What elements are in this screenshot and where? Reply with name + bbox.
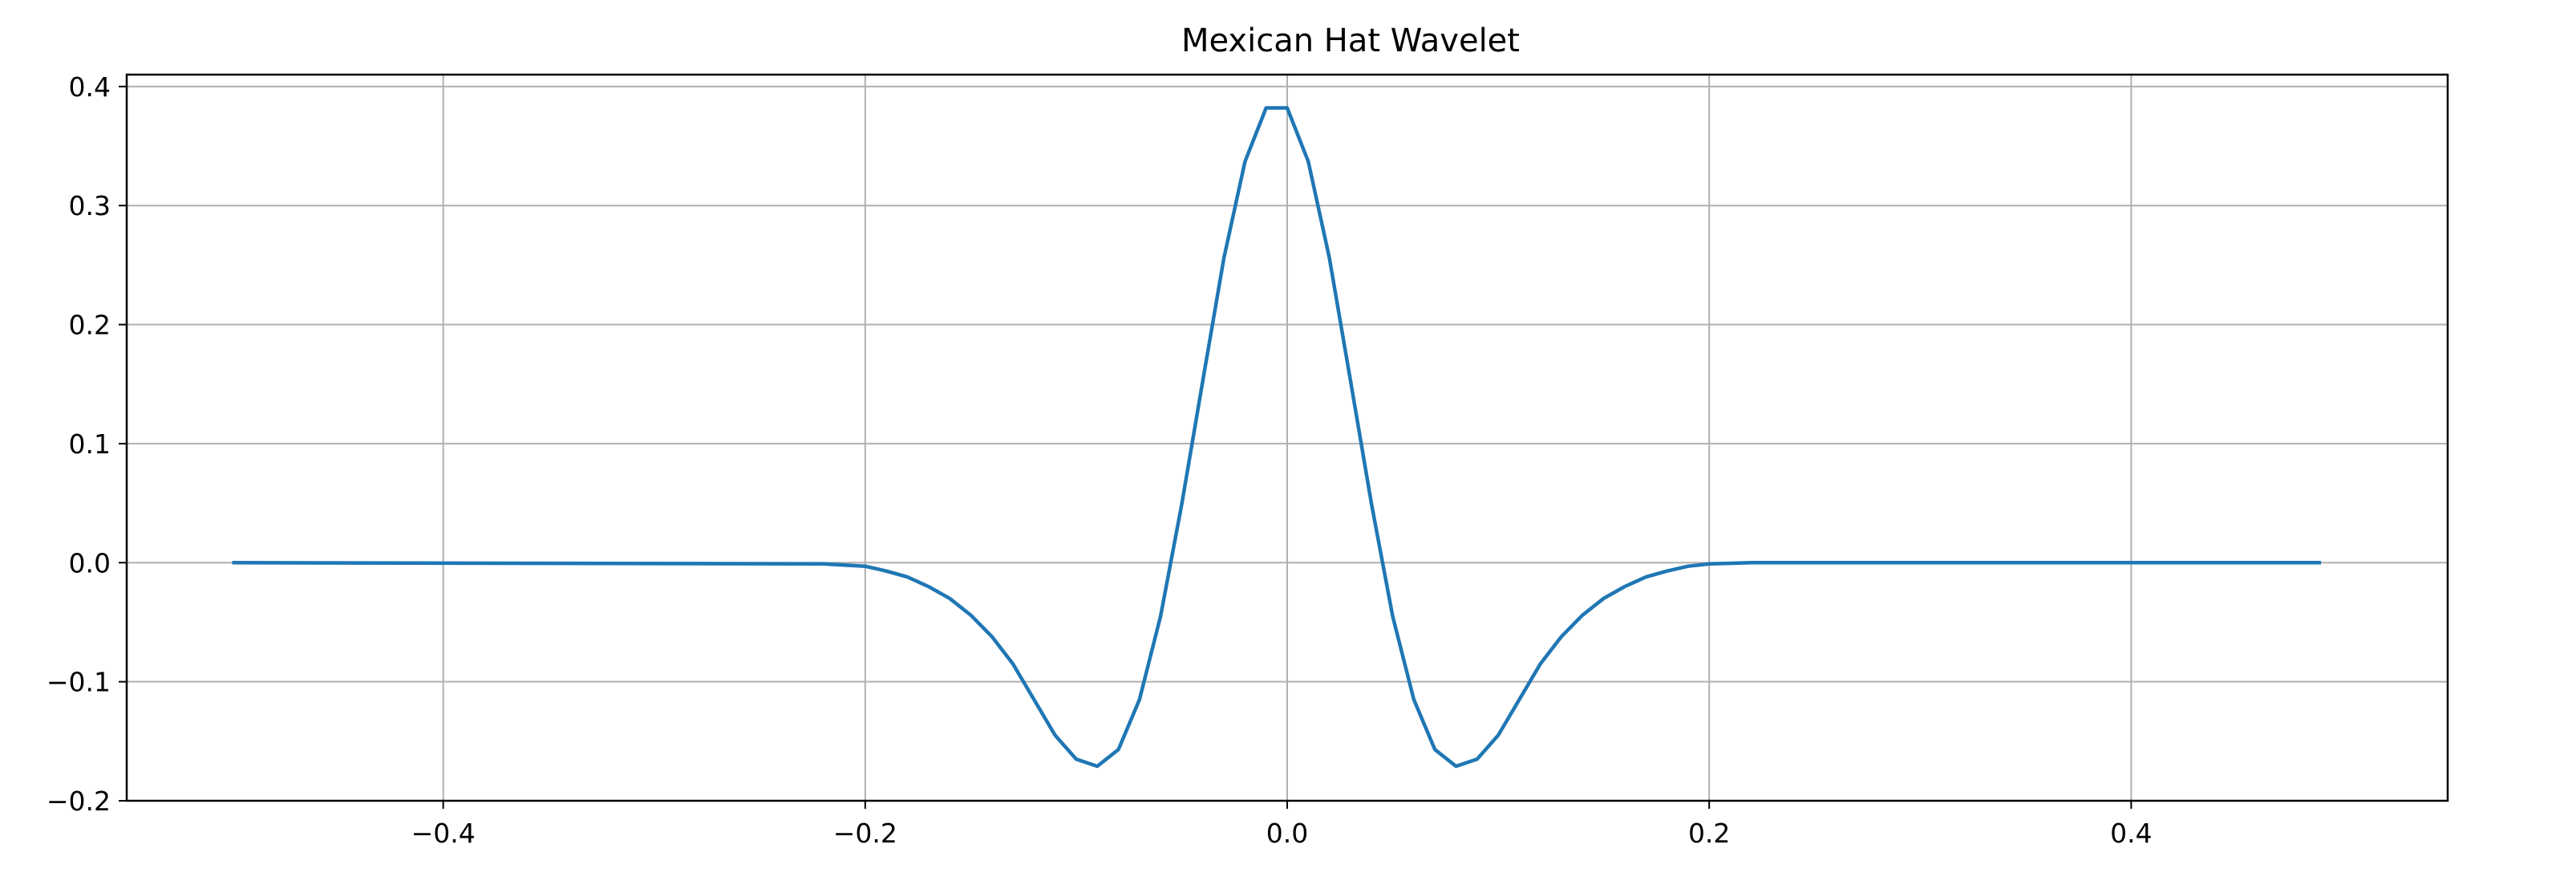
y-tick-label: 0.4 xyxy=(69,71,111,103)
series-line xyxy=(232,106,2322,769)
y-tick-label: 0.3 xyxy=(69,190,111,221)
x-tick-label: 0.0 xyxy=(1266,818,1308,849)
chart-title: Mexican Hat Wavelet xyxy=(1181,22,1520,59)
y-axis-ticks: −0.2 −0.1 0.0 0.1 0.2 0.3 0.4 xyxy=(47,71,127,817)
y-tick-label: 0.0 xyxy=(69,547,111,579)
x-tick-label: 0.4 xyxy=(2110,818,2152,849)
series-layer xyxy=(232,106,2322,769)
y-tick-label: −0.1 xyxy=(47,667,111,698)
x-axis-ticks: −0.4 −0.2 0.0 0.2 0.4 xyxy=(411,801,2153,849)
x-tick-label: −0.2 xyxy=(833,818,897,849)
x-tick-label: 0.2 xyxy=(1688,818,1730,849)
y-tick-label: −0.2 xyxy=(47,786,111,817)
grid-lines xyxy=(127,75,2448,802)
y-tick-label: 0.1 xyxy=(69,428,111,460)
x-tick-label: −0.4 xyxy=(411,818,476,849)
y-tick-label: 0.2 xyxy=(69,310,111,341)
